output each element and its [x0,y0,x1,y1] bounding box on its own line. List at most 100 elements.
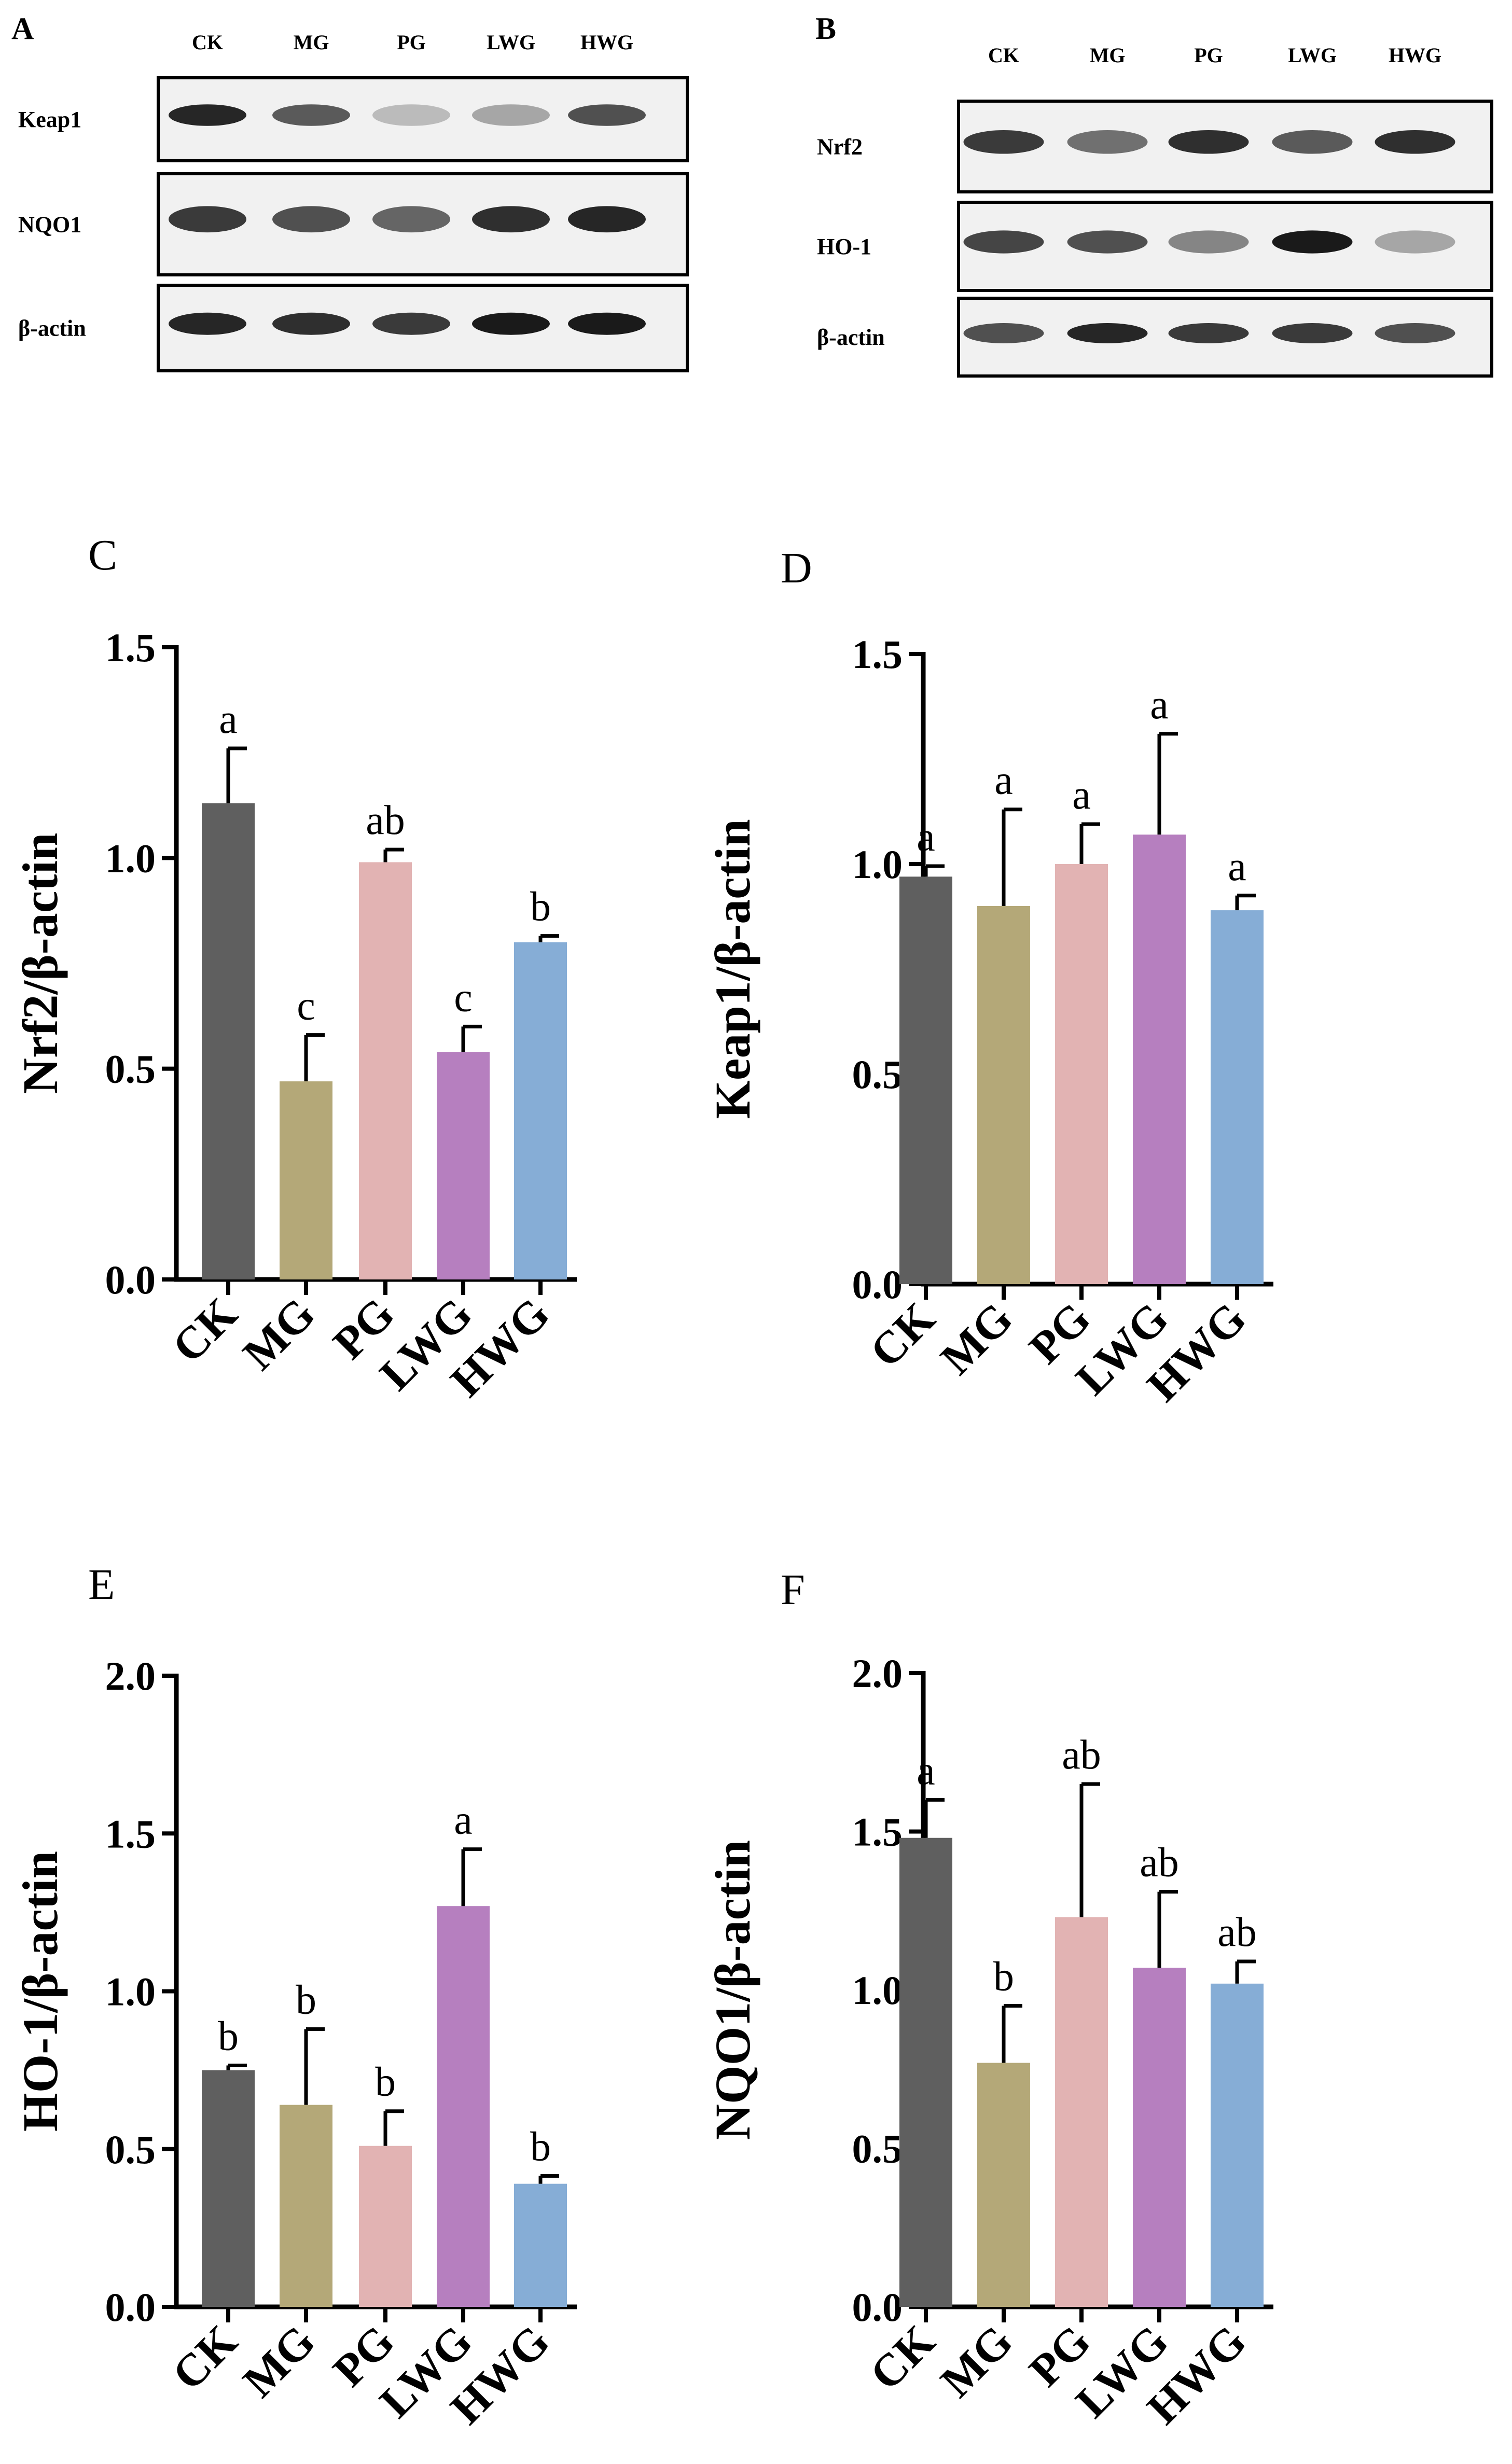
lane-label-ck: CK [192,31,223,54]
panel-letter-F: F [781,1566,805,1614]
blot-band [372,312,450,335]
blot-band [963,323,1044,343]
y-tick-label: 0.5 [105,1047,156,1092]
category-label-mg: MG [233,1289,325,1380]
chart-panel-F: FNQO1/β-actin0.00.51.01.52.0aCKbMGabPGab… [705,1566,1273,2434]
blot-row-actin: β-actin [18,284,689,372]
significance-label-ck: b [218,2013,239,2059]
lane-label-lwg: LWG [487,31,535,54]
blot-band [568,312,646,335]
bar-lwg [1133,834,1186,1284]
y-tick-label: 1.0 [852,842,903,887]
bar-ck [899,876,952,1284]
y-axis-label: Keap1/β-actin [705,819,760,1119]
bar-lwg [437,1052,490,1279]
y-axis-label: HO-1/β-actin [12,1851,68,2132]
bar-ck [202,2070,255,2307]
panel-letter-A: A [11,11,34,46]
blot-band [1067,230,1148,254]
bar-mg [280,1081,332,1279]
blot-row-label: β-actin [18,316,86,341]
blot-band [568,104,646,126]
blot-row-nqo1: NQO1 [18,172,689,276]
y-axis-label: Nrf2/β-actin [12,833,68,1094]
y-tick-label: 0.0 [105,1257,156,1302]
bar-pg [359,2146,412,2307]
y-tick-label: 0.0 [105,2285,156,2330]
y-tick-label: 1.0 [105,1969,156,2014]
significance-label-hwg: b [530,2124,551,2169]
blot-band [1067,130,1148,154]
y-axis-label: NQO1/β-actin [705,1840,760,2140]
y-tick-label: 2.0 [852,1651,903,1696]
blot-band [169,104,246,126]
blot-band [1272,230,1353,254]
blot-band [963,230,1044,254]
y-tick-label: 0.5 [852,1052,903,1097]
lane-label-mg: MG [294,31,329,54]
bar-hwg [514,942,567,1279]
blot-panel-B: B CK MG PG LWG HWG Nrf2 HO-1 β-actin [815,11,1493,378]
category-label-mg: MG [233,2316,325,2407]
bar-mg [977,2063,1030,2307]
lane-label-pg: PG [397,31,426,54]
bar-hwg [514,2183,567,2307]
panel-letter-E: E [88,1561,115,1609]
blot-band [169,312,246,335]
bar-pg [359,862,412,1279]
blot-band [1375,130,1455,154]
bar-pg [1055,1917,1108,2307]
blot-row-nrf2: Nrf2 [817,100,1493,193]
significance-label-mg: a [994,758,1013,803]
significance-label-pg: b [375,2059,396,2105]
blot-band [1168,323,1249,343]
bar-mg [280,2105,332,2307]
significance-label-pg: ab [1062,1732,1101,1778]
blot-band [1375,230,1455,254]
y-tick-label: 1.0 [852,1968,903,2013]
significance-label-ck: a [219,697,238,742]
significance-label-lwg: c [454,975,473,1020]
panel-letter-B: B [815,11,836,46]
blot-row-label: NQO1 [18,212,81,238]
blot-row-keap1: Keap1 [18,76,689,162]
category-label-ck: CK [163,1289,247,1373]
bar-lwg [1133,1968,1186,2307]
blot-panel-A: A CK MG PG LWG HWG Keap1 NQO1 β-actin [11,11,689,372]
significance-label-mg: b [993,1954,1014,2000]
y-tick-label: 0.0 [852,2285,903,2330]
category-label-mg: MG [931,2316,1022,2407]
lane-label-mg: MG [1090,44,1126,67]
blot-band [568,206,646,233]
lane-label-hwg: HWG [580,31,633,54]
chart-panel-E: EHO-1/β-actin0.00.51.01.52.0bCKbMGbPGaLW… [12,1561,577,2434]
bar-ck [202,803,255,1279]
significance-label-hwg: b [530,884,551,930]
y-tick-label: 0.0 [852,1262,903,1307]
bar-mg [977,906,1030,1284]
blot-row-label: Keap1 [18,107,81,132]
lane-label-ck: CK [988,44,1019,67]
blot-band [963,130,1044,154]
category-label-ck: CK [163,2316,247,2400]
significance-label-lwg: ab [1140,1840,1179,1886]
blot-band [472,206,550,233]
significance-label-pg: ab [366,798,405,843]
blot-band [1067,323,1148,343]
blot-band [272,312,350,335]
chart-panel-C: CNrf2/β-actin0.00.51.01.5aCKcMGabPGcLWGb… [12,531,577,1407]
bar-lwg [437,1906,490,2307]
significance-label-lwg: a [454,1798,473,1843]
significance-label-mg: b [296,1978,316,2023]
bar-pg [1055,864,1108,1284]
blot-row-label: β-actin [817,325,885,350]
blot-band [1272,323,1353,343]
significance-label-mg: c [297,983,315,1029]
blot-band [372,206,450,233]
bar-hwg [1211,910,1264,1284]
significance-label-hwg: ab [1217,1910,1257,1955]
panel-letter-C: C [88,531,117,579]
significance-label-hwg: a [1228,844,1246,889]
chart-panel-D: DKeap1/β-actin0.00.51.01.5aCKaMGaPGaLWGa… [705,544,1273,1411]
y-tick-label: 1.5 [852,632,903,677]
